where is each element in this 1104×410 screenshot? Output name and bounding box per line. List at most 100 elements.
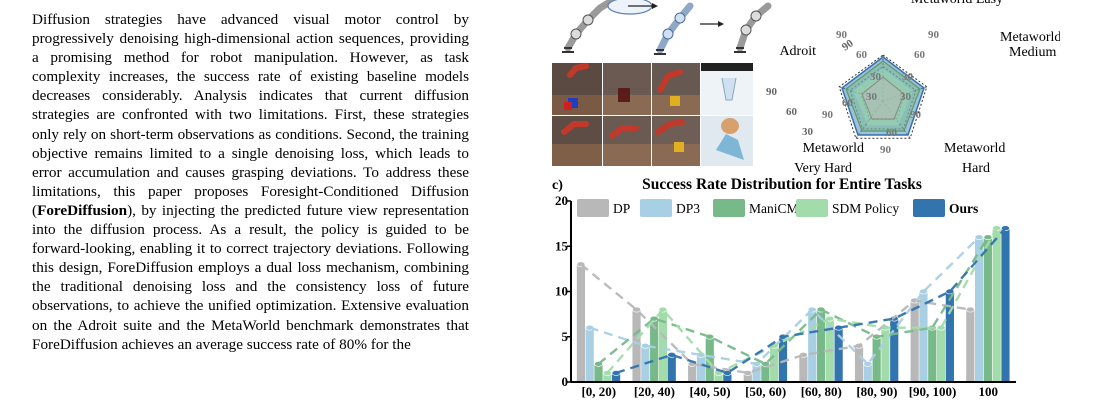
radar-90-d: 90 — [910, 109, 922, 121]
radar-label-left: Adroit — [779, 44, 816, 59]
radar-ring-label-90-left: 90 — [766, 86, 778, 98]
x-tick-label-3: [50, 60) — [745, 384, 786, 399]
bar-dp3-0 — [585, 327, 594, 382]
trend-line-ours — [615, 227, 1007, 375]
legend-swatch-dp — [577, 199, 609, 217]
legend-label-sdm-policy: SDM Policy — [832, 201, 899, 216]
bar-manicm-3 — [761, 363, 770, 382]
abstract-text: Diffusion strategies have advanced visua… — [32, 10, 469, 354]
radar-labels: 90 90 60 60 30 30 30 30 60 90 90 60 90 — [822, 29, 940, 156]
radar-60-b: 60 — [914, 49, 926, 61]
bar-cap-dp3-5 — [863, 361, 873, 367]
radar-label-lower-left-1: Metaworld — [803, 141, 864, 156]
radar-area-grey — [861, 76, 905, 120]
bar-sdm-policy-5 — [881, 327, 890, 382]
chart-bars — [576, 225, 1010, 382]
radar-90-c: 90 — [822, 109, 834, 121]
x-tick-label-1: [20, 40) — [634, 384, 675, 399]
bar-dp3-4 — [808, 309, 817, 382]
radar-chart: 90 90 60 30 — [766, 37, 928, 139]
bar-ours-6 — [945, 291, 954, 382]
bar-ours-4 — [834, 327, 843, 382]
y-tick-label-20: 20 — [555, 193, 568, 208]
abstract-text-start: Diffusion strategies have advanced visua… — [32, 11, 469, 219]
radar-label-lower-left-2: Very Hard — [794, 161, 852, 176]
radar-90-b: 90 — [928, 29, 940, 41]
task-thumbnails — [552, 63, 753, 166]
chart-legend: DP DP3 ManiCM SDM Policy Ours — [577, 199, 978, 217]
bar-dp-1 — [632, 309, 641, 382]
chart-axes: 0 5 10 15 20 [0, 20) [20, 40) [40, 50) [50, 60) [… — [555, 193, 1016, 399]
legend-swatch-sdm-policy — [796, 199, 828, 217]
radar-60-a: 60 — [856, 49, 868, 61]
legend-label-dp: DP — [613, 201, 630, 216]
x-tick-label-7: 100 — [978, 384, 998, 399]
radar-60-d: 60 — [886, 127, 898, 139]
bar-cap-dp-1 — [632, 306, 641, 313]
bar-dp3-5 — [863, 363, 872, 382]
bar-ours-1 — [667, 354, 676, 382]
radar-90-a: 90 — [836, 29, 848, 41]
radar-30-d: 30 — [900, 91, 912, 103]
bar-dp3-6 — [919, 291, 928, 382]
bar-manicm-0 — [594, 363, 603, 382]
radar-30-a: 30 — [870, 71, 882, 83]
bar-manicm-5 — [872, 336, 881, 382]
bar-cap-dp-7 — [965, 306, 975, 313]
x-tick-label-0: [0, 20) — [581, 384, 616, 399]
chart-trend-lines — [580, 227, 1007, 375]
bar-cap-manicm-3 — [760, 361, 770, 367]
method-name: ForeDiffusion — [37, 201, 128, 219]
bar-dp-4 — [799, 354, 808, 382]
radar-label-top: Metaworld Easy — [911, 0, 1003, 7]
radar-60-c: 60 — [842, 97, 854, 109]
bar-dp-2 — [688, 363, 697, 382]
bar-manicm-1 — [650, 318, 659, 382]
abstract-text-end: ), by injecting the predicted future vie… — [32, 201, 469, 353]
figure-svg: 90 90 60 30 90 90 60 60 30 30 30 30 60 9… — [552, 0, 1061, 399]
bar-manicm-4 — [816, 309, 826, 382]
bar-dp-0 — [576, 264, 586, 382]
trend-line-sdm-policy — [606, 227, 998, 375]
trend-line-manicm — [597, 236, 989, 366]
legend-label-ours: Ours — [949, 201, 978, 216]
x-tick-label-5: [80, 90) — [856, 384, 897, 399]
bar-sdm-policy-6 — [936, 327, 946, 382]
legend-swatch-dp3 — [640, 199, 672, 217]
bar-dp-5 — [854, 345, 864, 382]
bar-chart: c) Success Rate Distribution for Entire … — [552, 176, 1016, 399]
radar-30-c: 30 — [866, 91, 878, 103]
radar-label-lower-right-2: Hard — [962, 161, 990, 176]
bar-sdm-policy-7 — [992, 228, 1001, 382]
panel-label-c: c) — [552, 178, 563, 193]
x-tick-label-4: [60, 80) — [801, 384, 842, 399]
y-tick-label-0: 0 — [562, 374, 569, 389]
radar-ring-label-30-left: 30 — [802, 126, 814, 138]
trend-line-dp — [580, 263, 971, 375]
bar-manicm-7 — [983, 237, 992, 382]
legend-label-manicm: ManiCM — [749, 201, 799, 216]
legend-label-dp3: DP3 — [676, 201, 700, 216]
legend-swatch-manicm — [713, 199, 745, 217]
bar-dp3-2 — [696, 354, 706, 382]
robot-arm-sequence-illustration — [562, 0, 772, 55]
radar-label-upper-right-1: Metaworld — [1000, 30, 1060, 45]
radar-label-lower-right-1: Metaworld — [944, 141, 1005, 156]
chart-title: Success Rate Distribution for Entire Tas… — [642, 176, 922, 193]
bar-cap-manicm-7 — [983, 234, 993, 240]
bar-dp-7 — [966, 309, 975, 382]
y-tick-label-10: 10 — [555, 284, 568, 299]
bar-dp-6 — [910, 300, 919, 382]
y-tick-label-15: 15 — [555, 238, 569, 253]
bar-dp3-7 — [974, 237, 984, 382]
radar-90-e: 90 — [880, 144, 892, 156]
bar-manicm-2 — [705, 336, 714, 382]
x-tick-label-6: [90, 100) — [909, 384, 957, 399]
bar-ours-7 — [1001, 228, 1010, 382]
radar-30-b: 30 — [902, 71, 914, 83]
bar-manicm-6 — [928, 327, 937, 382]
legend-swatch-ours — [913, 199, 945, 217]
bar-cap-manicm-1 — [649, 315, 659, 322]
figure: 90 90 60 30 90 90 60 60 30 30 30 30 60 9… — [540, 0, 1061, 405]
x-tick-label-2: [40, 50) — [689, 384, 730, 399]
